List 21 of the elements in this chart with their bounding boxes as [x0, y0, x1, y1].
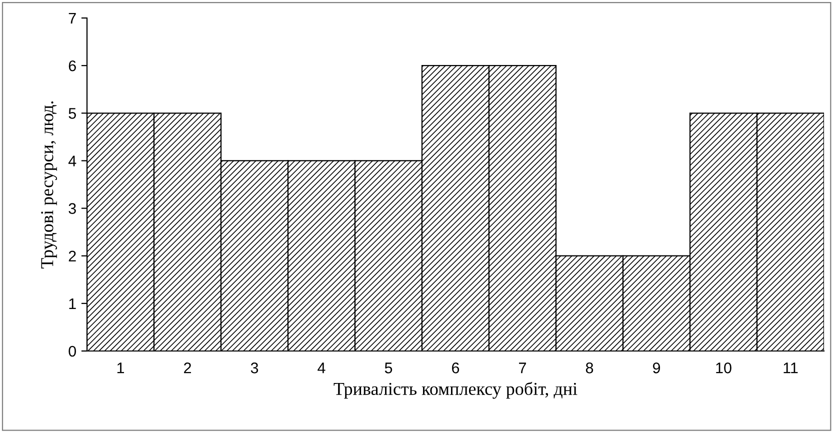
x-tick-label: 5 — [384, 362, 392, 374]
x-tick-label: 7 — [519, 362, 526, 374]
y-tick-label: 5 — [68, 108, 76, 119]
x-tick-label: 2 — [184, 362, 191, 374]
x-tick-label: 3 — [250, 362, 258, 374]
x-tick-label: 1 — [117, 362, 124, 374]
x-axis-title: Тривалість комплексу робіт, дні — [334, 382, 578, 399]
x-tick-label: 6 — [452, 362, 460, 374]
y-tick-label: 7 — [68, 13, 76, 24]
y-tick-label: 4 — [68, 156, 76, 166]
y-tick-label: 1 — [69, 298, 76, 309]
y-tick-label: 6 — [68, 60, 76, 72]
x-tick-label: 4 — [318, 362, 326, 374]
y-tick-label: 0 — [68, 346, 76, 357]
x-tick-label: 8 — [586, 362, 594, 374]
y-axis-title: Трудові ресурси, люд. — [41, 101, 57, 268]
y-tick-label: 2 — [68, 250, 76, 262]
x-tick-label: 11 — [784, 362, 798, 374]
y-tick-label: 3 — [68, 203, 76, 214]
x-tick-label: 10 — [716, 362, 732, 374]
x-tick-label: 9 — [652, 362, 660, 374]
